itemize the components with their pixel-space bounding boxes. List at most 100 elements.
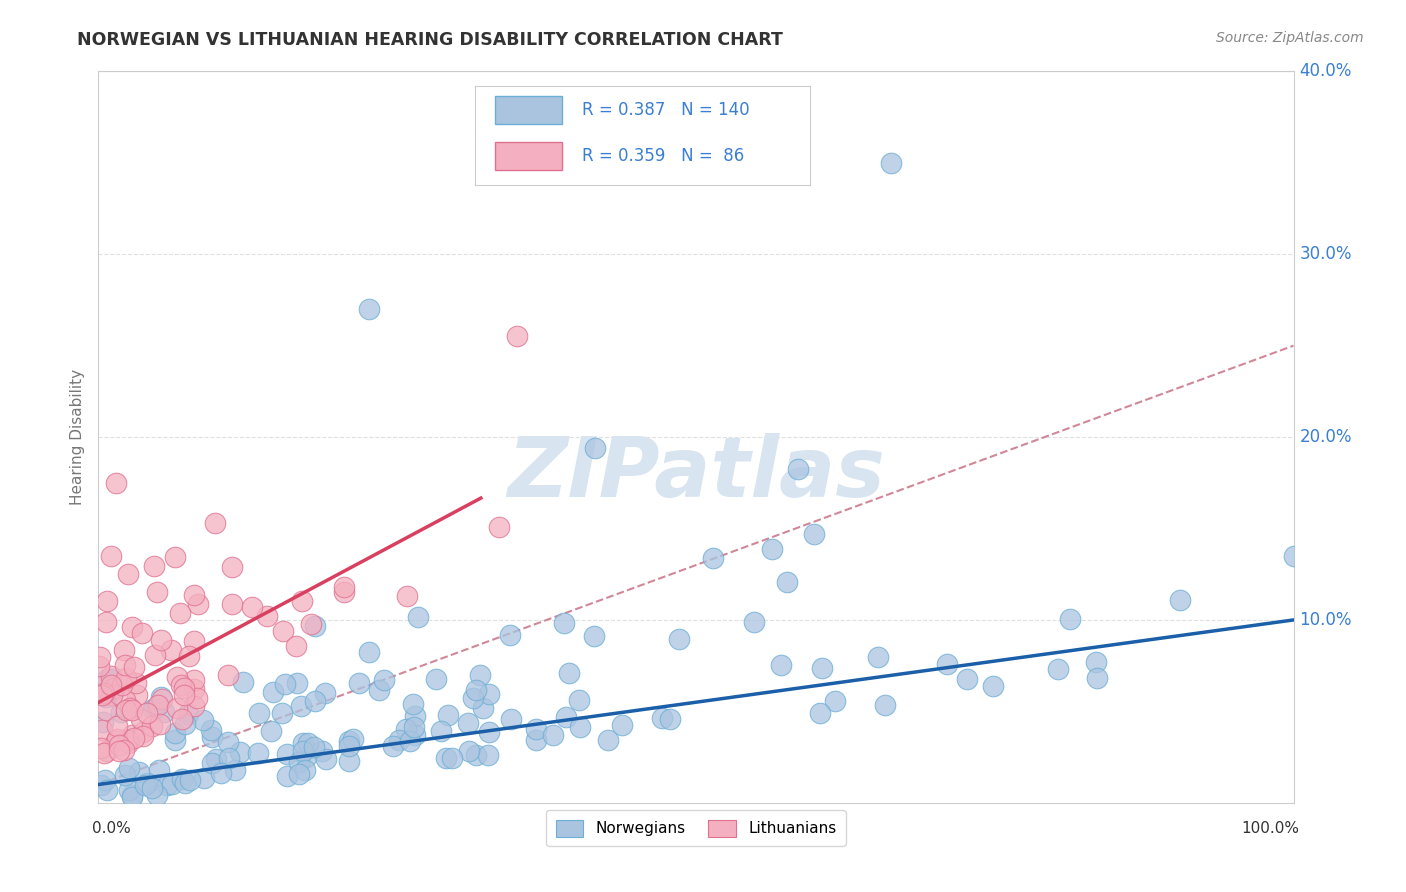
Point [304, 694, 326, 708]
Point [1046, 662, 1069, 676]
Point [141, 719, 163, 733]
Point [200, 723, 222, 737]
Point [132, 724, 155, 739]
Point [247, 706, 270, 720]
Point [1084, 655, 1107, 669]
Point [124, 660, 146, 674]
Point [114, 768, 136, 782]
Point [468, 668, 491, 682]
Point [107, 744, 129, 758]
Point [170, 678, 193, 692]
Point [217, 667, 239, 681]
Point [436, 707, 458, 722]
Point [294, 749, 316, 764]
Point [824, 694, 846, 708]
Point [149, 716, 172, 731]
Point [299, 617, 322, 632]
Point [1282, 549, 1305, 564]
Point [247, 747, 270, 761]
Point [271, 706, 294, 721]
Point [262, 685, 284, 699]
Point [499, 628, 522, 642]
Point [146, 698, 169, 712]
Point [150, 691, 173, 706]
Point [524, 723, 547, 737]
Point [702, 550, 724, 565]
Point [276, 769, 298, 783]
Point [256, 608, 278, 623]
Point [610, 717, 633, 731]
Point [90, 741, 112, 756]
Point [304, 619, 326, 633]
Text: 10.0%: 10.0% [1299, 611, 1353, 629]
Point [105, 719, 128, 733]
Point [761, 542, 783, 557]
Point [114, 702, 136, 716]
Point [288, 767, 311, 781]
Point [786, 462, 808, 476]
Point [121, 788, 143, 802]
Point [129, 712, 152, 726]
Point [143, 648, 166, 662]
Point [172, 772, 194, 786]
Point [107, 738, 129, 752]
Point [162, 777, 184, 791]
Point [488, 519, 510, 533]
Point [461, 690, 484, 705]
Point [173, 681, 195, 696]
Point [260, 723, 283, 738]
Point [114, 693, 136, 707]
Point [274, 677, 297, 691]
Point [568, 692, 591, 706]
Point [121, 789, 143, 804]
Point [441, 751, 464, 765]
Point [177, 649, 200, 664]
Point [478, 724, 501, 739]
Point [651, 711, 673, 725]
Point [152, 705, 174, 719]
Point [128, 765, 150, 780]
Point [125, 689, 148, 703]
Point [112, 743, 135, 757]
Point [146, 788, 169, 802]
Point [501, 712, 523, 726]
Point [209, 766, 232, 780]
Point [224, 763, 246, 777]
Point [183, 673, 205, 687]
Point [373, 673, 395, 688]
Point [143, 702, 166, 716]
Point [117, 736, 139, 750]
Point [311, 744, 333, 758]
Point [471, 701, 494, 715]
Point [668, 632, 690, 646]
Point [104, 476, 127, 491]
Point [163, 732, 186, 747]
Point [91, 723, 114, 738]
Point [583, 441, 606, 455]
Point [135, 706, 157, 720]
Point [276, 747, 298, 761]
Point [382, 739, 405, 754]
Point [131, 626, 153, 640]
Point [100, 549, 122, 563]
Point [402, 720, 425, 734]
Point [868, 649, 890, 664]
Point [114, 658, 136, 673]
Point [174, 776, 197, 790]
Point [91, 715, 114, 730]
Point [141, 781, 163, 796]
Point [506, 328, 529, 343]
Point [357, 301, 380, 317]
Point [396, 589, 419, 603]
Point [290, 698, 312, 713]
Point [398, 734, 420, 748]
Point [183, 588, 205, 602]
Point [100, 672, 122, 686]
Point [218, 750, 240, 764]
Point [434, 751, 457, 765]
Point [104, 734, 127, 748]
Point [956, 672, 979, 686]
Point [183, 698, 205, 713]
Point [156, 778, 179, 792]
Point [100, 688, 122, 702]
